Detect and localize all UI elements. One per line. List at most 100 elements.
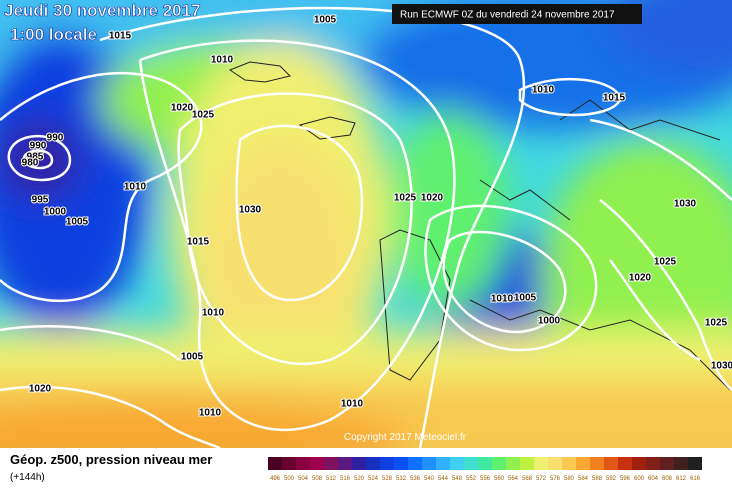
isobar	[177, 92, 413, 366]
isobar-label: 1010	[532, 85, 555, 96]
scale-swatch	[562, 457, 576, 470]
scale-label: 592	[606, 476, 617, 482]
scale-label: 524	[368, 476, 379, 482]
isobar-label: 1015	[603, 93, 626, 104]
scale-label: 608	[662, 476, 673, 482]
isobar-label: 1025	[192, 110, 215, 121]
isobar-label: 1000	[538, 316, 561, 327]
scale-swatch	[688, 457, 702, 470]
scale-swatch	[590, 457, 604, 470]
scale-label: 516	[340, 476, 351, 482]
scale-label: 580	[564, 476, 575, 482]
scale-label: 612	[676, 476, 687, 482]
scale-label: 500	[284, 476, 295, 482]
scale-label: 556	[480, 476, 491, 482]
isobar-label: 1030	[239, 205, 262, 216]
isobar	[7, 134, 72, 182]
scale-label: 532	[396, 476, 407, 482]
scale-label: 564	[508, 476, 519, 482]
copyright: Copyright 2017 Meteociel.fr	[344, 432, 467, 443]
isobar-label: 1010	[199, 408, 222, 419]
scale-swatch	[604, 457, 618, 470]
scale-label: 600	[634, 476, 645, 482]
scale-swatch	[464, 457, 478, 470]
isobar-label: 990	[30, 141, 47, 152]
isobar-label: 1020	[421, 193, 444, 204]
scale-label: 572	[536, 476, 547, 482]
scale-swatch	[436, 457, 450, 470]
scale-label: 576	[550, 476, 561, 482]
isobar-labels: 1005101510101010101510201025990990985980…	[21, 14, 732, 420]
isobar-label: 1015	[187, 237, 210, 248]
isobar	[442, 230, 567, 334]
scale-label: 568	[522, 476, 533, 482]
isobar	[589, 118, 732, 391]
scale-label: 508	[312, 476, 323, 482]
scale-swatch	[380, 457, 394, 470]
scale-label: 512	[326, 476, 337, 482]
isobar-label: 995	[32, 195, 49, 206]
scale-label: 588	[592, 476, 603, 482]
scale-label: 548	[452, 476, 463, 482]
isobar-label: 1015	[109, 31, 132, 42]
scale-swatch	[506, 457, 520, 470]
isobar-label: 1010	[211, 55, 234, 66]
isobar	[22, 149, 54, 170]
isobar-label: 980	[22, 158, 39, 169]
scale-label: 496	[270, 476, 281, 482]
isobar-label: 1030	[674, 199, 697, 210]
scale-label: 604	[648, 476, 659, 482]
isobar	[0, 71, 203, 303]
scale-swatch	[646, 457, 660, 470]
isobar-label: 1005	[181, 352, 204, 363]
scale-swatch	[422, 457, 436, 470]
scale-swatch	[324, 457, 338, 470]
isobar-label: 1030	[711, 361, 732, 372]
isobar-label: 1000	[44, 207, 67, 218]
isobar-label: 985	[27, 152, 44, 163]
scale-swatch	[352, 457, 366, 470]
scale-swatch	[520, 457, 534, 470]
scale-swatch	[618, 457, 632, 470]
scale-swatch	[268, 457, 282, 470]
scale-swatch	[408, 457, 422, 470]
scale-swatch	[674, 457, 688, 470]
scale-swatch	[478, 457, 492, 470]
scale-label: 520	[354, 476, 365, 482]
scale-swatch	[282, 457, 296, 470]
footer-title: Géop. z500, pression niveau mer	[10, 452, 212, 467]
isobar-label: 1010	[491, 294, 514, 305]
scale-label: 552	[466, 476, 477, 482]
isobar	[424, 204, 598, 352]
isobar	[518, 77, 622, 117]
isobar-label: 1005	[314, 15, 337, 26]
isobar-label: 990	[47, 133, 64, 144]
scale-swatch	[548, 457, 562, 470]
isobar-label: 1020	[171, 103, 194, 114]
scale-swatch	[310, 457, 324, 470]
isobar-label: 1010	[124, 182, 147, 193]
scale-swatch	[632, 457, 646, 470]
isobar-label: 1025	[394, 193, 417, 204]
scale-swatch	[534, 457, 548, 470]
isobar	[0, 325, 221, 448]
isobar-label: 1010	[202, 308, 225, 319]
scale-label: 544	[438, 476, 449, 482]
isobar-label: 1025	[654, 257, 677, 268]
isobar	[99, 6, 526, 448]
footer-lead: (+144h)	[10, 472, 45, 483]
time: 1:00 locale	[10, 25, 97, 44]
isobar-label: 1025	[705, 318, 728, 329]
scale-label: 528	[382, 476, 393, 482]
scale-swatch	[492, 457, 506, 470]
scale-label: 540	[424, 476, 435, 482]
isobar-label: 1005	[66, 217, 89, 228]
isobar-label: 1010	[341, 399, 364, 410]
scale-swatch	[576, 457, 590, 470]
scale-swatch	[338, 457, 352, 470]
run: Run ECMWF 0Z du vendredi 24 novembre 201…	[400, 10, 615, 21]
scale-label: 504	[298, 476, 309, 482]
scale-swatch	[296, 457, 310, 470]
scale-swatch	[660, 457, 674, 470]
